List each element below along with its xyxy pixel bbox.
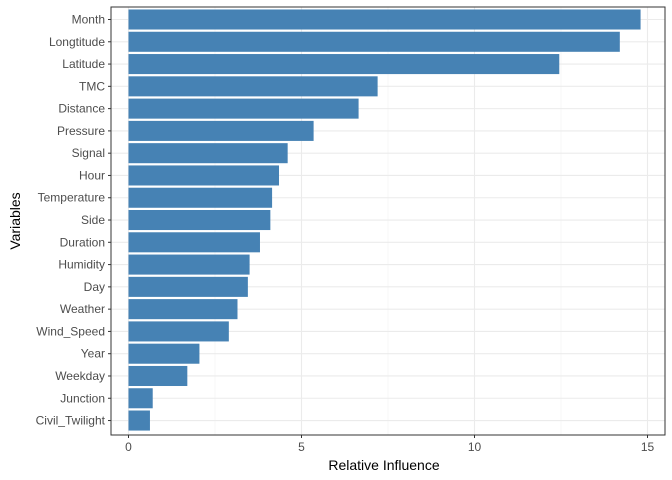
y-tick-label: Wind_Speed	[36, 324, 105, 338]
bar	[128, 276, 248, 297]
y-tick-label: Junction	[60, 391, 105, 405]
x-axis-ticks: 0 5 10 15	[125, 435, 654, 454]
y-tick-label: Duration	[60, 235, 105, 249]
y-tick-label: Weather	[60, 302, 105, 316]
bar	[128, 365, 188, 387]
bar	[128, 321, 229, 342]
bar	[128, 31, 620, 52]
x-tick-label: 15	[641, 440, 655, 454]
x-axis-title: Relative Influence	[328, 457, 440, 473]
y-tick-label: Hour	[79, 168, 105, 182]
y-axis-ticks: Month Longtitude Latitude TMC Distance Pressu…	[36, 13, 111, 428]
bar	[128, 98, 359, 119]
bar	[128, 143, 288, 164]
bar	[128, 76, 378, 97]
y-tick-label: Year	[81, 347, 105, 361]
x-tick-label: 10	[468, 440, 482, 454]
y-tick-label: Humidity	[58, 258, 105, 272]
x-tick-label: 5	[298, 440, 305, 454]
y-tick-label: Side	[81, 213, 105, 227]
bars	[128, 9, 641, 431]
bar	[128, 54, 560, 75]
y-tick-label: Day	[84, 280, 105, 294]
y-tick-label: Weekday	[55, 369, 105, 383]
bar	[128, 254, 250, 275]
x-tick-label: 0	[125, 440, 132, 454]
y-tick-label: Signal	[72, 146, 105, 160]
bar	[128, 187, 273, 208]
y-tick-label: Temperature	[38, 191, 106, 205]
y-axis-title: Variables	[7, 192, 23, 249]
y-tick-label: Distance	[58, 102, 105, 116]
bar	[128, 232, 260, 253]
bar	[128, 209, 271, 231]
bar	[128, 299, 238, 320]
y-tick-label: Civil_Twilight	[36, 414, 106, 428]
plot-border	[110, 6, 666, 436]
y-tick-label: Latitude	[62, 57, 105, 71]
y-tick-label: TMC	[79, 79, 105, 93]
y-tick-label: Month	[72, 13, 105, 27]
bar	[128, 343, 200, 364]
bar	[128, 410, 150, 431]
y-tick-label: Pressure	[57, 124, 105, 138]
bar	[128, 9, 641, 30]
bar	[128, 165, 280, 186]
y-tick-label: Longtitude	[49, 35, 105, 49]
bar	[128, 388, 153, 409]
bar	[128, 120, 314, 141]
